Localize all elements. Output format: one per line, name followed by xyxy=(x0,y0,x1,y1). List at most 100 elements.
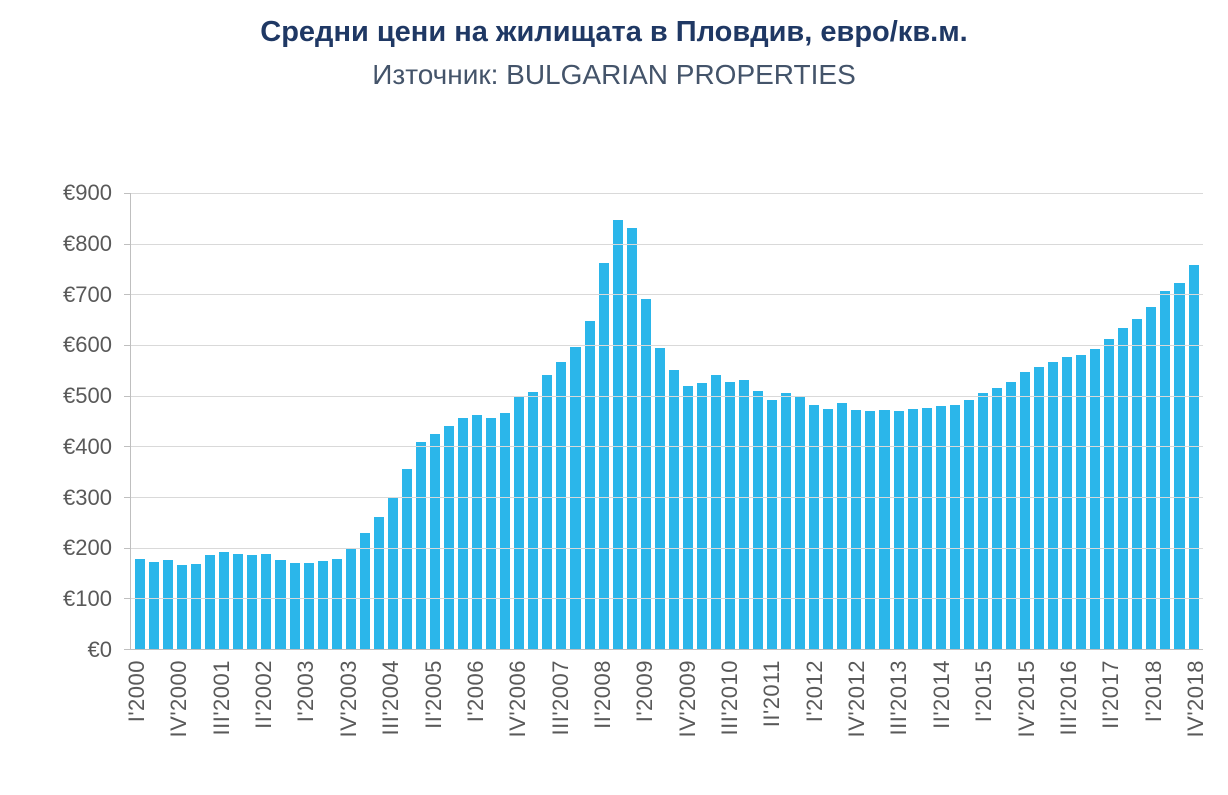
y-axis-tick xyxy=(124,496,131,498)
x-axis-tick-label: III'2013 xyxy=(886,660,912,736)
bar xyxy=(331,558,342,649)
bar xyxy=(1118,328,1129,649)
bar xyxy=(458,418,469,649)
bar xyxy=(626,228,637,649)
y-axis-tick-label: €700 xyxy=(63,281,112,307)
y-axis-tick xyxy=(124,344,131,346)
bar xyxy=(893,411,904,649)
bar xyxy=(1090,348,1101,649)
bar xyxy=(837,402,848,649)
x-axis-tick-label: I'2015 xyxy=(971,660,997,723)
bar xyxy=(1062,357,1073,649)
gridline xyxy=(131,446,1203,448)
bar-series xyxy=(131,193,1203,649)
bar xyxy=(135,558,146,649)
x-axis-tick-label: IV'2015 xyxy=(1013,660,1039,738)
x-axis-labels: I'2000 IV'2000 III'2001 II'2002 I'2003 IV'200… xyxy=(124,660,1208,790)
bar xyxy=(668,369,679,649)
bar xyxy=(387,497,398,649)
bar xyxy=(219,552,230,649)
bar xyxy=(696,382,707,649)
y-axis-tick xyxy=(124,547,131,549)
bar xyxy=(163,560,174,649)
bar xyxy=(907,408,918,649)
y-axis-tick-label: €500 xyxy=(63,383,112,409)
x-axis-tick-label: II'2005 xyxy=(420,660,446,729)
x-axis-tick-label: I'2018 xyxy=(1140,660,1166,723)
bar xyxy=(205,555,216,649)
gridline xyxy=(131,344,1203,346)
x-axis-tick-label: I'2012 xyxy=(801,660,827,723)
y-axis-tick-label: €600 xyxy=(63,332,112,358)
x-axis-tick-label: I'2000 xyxy=(124,660,150,723)
bar xyxy=(514,396,525,649)
gridline xyxy=(131,243,1203,245)
bar xyxy=(1005,382,1016,649)
gridline xyxy=(131,496,1203,498)
bar xyxy=(977,393,988,649)
x-axis-tick-label: II'2008 xyxy=(589,660,615,729)
x-axis-tick-label: I'2006 xyxy=(462,660,488,723)
bar xyxy=(261,553,272,649)
bar xyxy=(823,408,834,649)
bar xyxy=(542,375,553,649)
y-axis-tick xyxy=(124,294,131,296)
x-axis-tick-label: IV'2018 xyxy=(1182,660,1208,738)
bar xyxy=(682,385,693,649)
bar xyxy=(1146,306,1157,649)
bar xyxy=(1132,318,1143,649)
chart-title: Средни цени на жилищата в Пловдив, евро/… xyxy=(260,16,968,48)
bar xyxy=(373,517,384,649)
bar xyxy=(963,399,974,649)
bar xyxy=(1104,338,1115,649)
bar xyxy=(654,347,665,649)
bar xyxy=(949,404,960,649)
bar xyxy=(1048,362,1059,649)
y-axis-tick xyxy=(124,649,131,650)
y-axis-tick-label: €900 xyxy=(63,180,112,205)
y-axis-tick-label: €100 xyxy=(63,586,112,612)
bar xyxy=(584,320,595,649)
bar xyxy=(401,469,412,649)
bar xyxy=(233,554,244,649)
x-axis-tick-label: II'2011 xyxy=(759,660,785,728)
plot-area xyxy=(124,193,1203,650)
x-axis-tick-label: III'2016 xyxy=(1055,660,1081,736)
bar xyxy=(500,413,511,649)
bar xyxy=(921,407,932,649)
gridline xyxy=(131,193,1203,194)
bar xyxy=(935,406,946,649)
y-axis-tick-label: €200 xyxy=(63,535,112,561)
bar xyxy=(415,442,426,649)
gridline xyxy=(131,598,1203,600)
x-axis-tick-label: II'2014 xyxy=(928,660,954,729)
y-axis-tick-label: €400 xyxy=(63,433,112,459)
chart-subtitle: Източник: BULGARIAN PROPERTIES xyxy=(372,59,856,90)
bar xyxy=(444,426,455,649)
bar xyxy=(556,361,567,649)
x-axis-tick-label: II'2017 xyxy=(1098,660,1124,729)
bar xyxy=(879,409,890,649)
bar xyxy=(767,400,778,649)
x-axis-tick-label: IV'2000 xyxy=(166,660,192,738)
bar xyxy=(1174,282,1185,649)
bar xyxy=(303,562,314,649)
bar xyxy=(640,298,651,649)
bar xyxy=(275,560,286,649)
y-axis-tick-label: €800 xyxy=(63,230,112,256)
bar xyxy=(1019,372,1030,649)
bar xyxy=(149,561,160,649)
x-axis-tick-label: IV'2012 xyxy=(844,660,870,738)
bar xyxy=(191,563,202,649)
bar xyxy=(528,391,539,649)
x-axis-tick-label: I'2003 xyxy=(293,660,319,723)
y-axis-tick-label: €0 xyxy=(87,637,112,662)
x-axis-tick-label: IV'2006 xyxy=(505,660,531,738)
bar xyxy=(1160,291,1171,649)
bar xyxy=(289,562,300,649)
bar xyxy=(991,388,1002,649)
bar xyxy=(809,405,820,649)
bar xyxy=(795,396,806,649)
x-axis-tick-label: III'2007 xyxy=(547,660,573,736)
